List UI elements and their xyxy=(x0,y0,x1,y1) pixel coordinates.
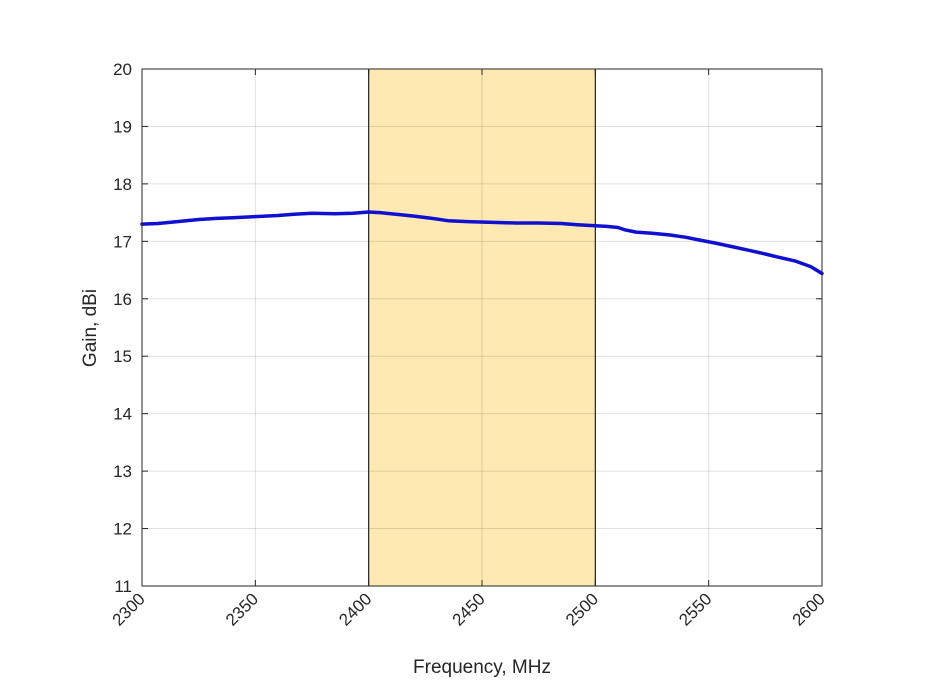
x-tick-label: 2400 xyxy=(335,589,375,629)
y-tick-label: 18 xyxy=(113,175,132,194)
highlight-band xyxy=(368,69,596,586)
x-tick-label: 2500 xyxy=(562,589,602,629)
y-tick-label: 14 xyxy=(113,405,132,424)
x-axis-title: Frequency, MHz xyxy=(413,657,551,678)
y-tick-label: 15 xyxy=(113,347,132,366)
y-tick-label: 20 xyxy=(113,60,132,79)
y-tick-label: 19 xyxy=(113,117,132,136)
y-tick-label: 13 xyxy=(113,462,132,481)
y-tick-label: 16 xyxy=(113,290,132,309)
y-tick-label: 11 xyxy=(114,577,132,596)
y-tick-labels: 11 12 13 14 15 16 17 18 19 20 xyxy=(113,60,132,596)
series-group xyxy=(140,210,824,276)
y-tick-label: 12 xyxy=(113,520,132,539)
y-axis-title: Gain, dBi xyxy=(80,289,101,367)
x-tick-label: 2450 xyxy=(449,589,489,629)
tick-marks xyxy=(141,68,823,587)
series-line xyxy=(140,210,824,276)
x-tick-label: 2350 xyxy=(222,589,262,629)
y-tick-label: 17 xyxy=(113,232,132,251)
x-tick-label: 2600 xyxy=(789,589,829,629)
x-tick-label: 2550 xyxy=(675,589,715,629)
x-tick-labels: 2300 2350 2400 2450 2500 2550 2600 xyxy=(109,589,829,629)
